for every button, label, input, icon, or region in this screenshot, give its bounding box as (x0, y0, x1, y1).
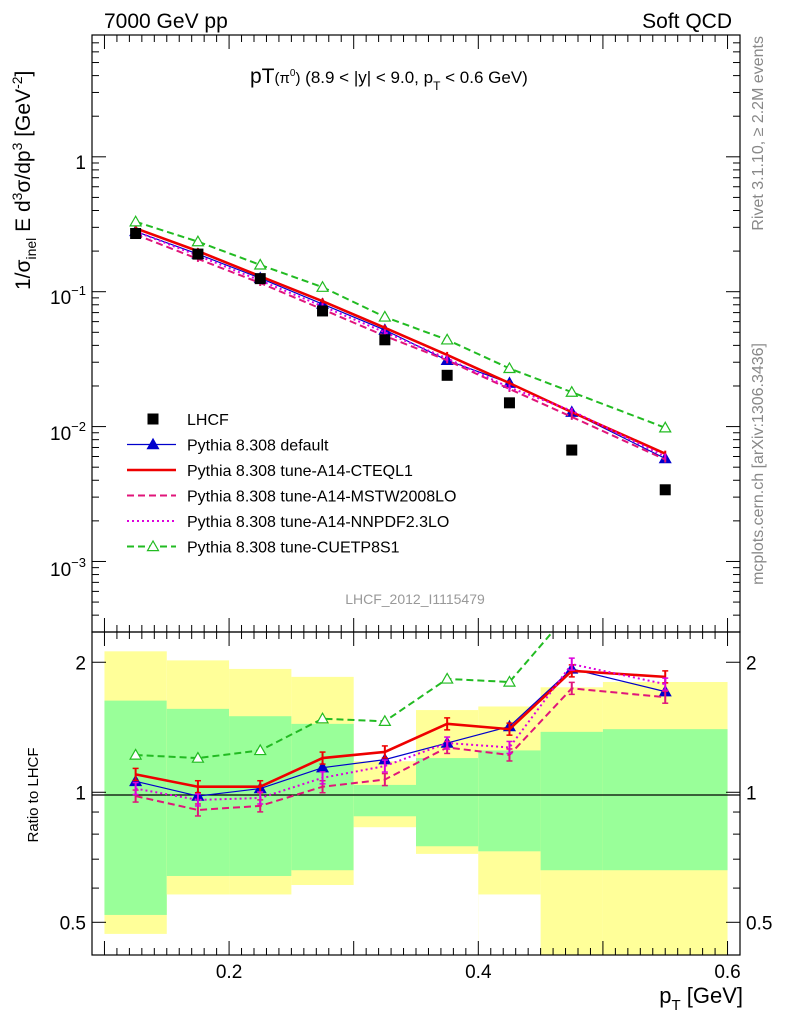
main-data-point (378, 310, 392, 322)
ratio-y-axis-label: Ratio to LHCF (25, 747, 42, 842)
ratio-green-band (353, 784, 416, 817)
main-panel-background (92, 35, 740, 632)
main-data-point (502, 361, 516, 374)
x-tick-label: 0.4 (465, 962, 492, 983)
ratio-data-point (378, 714, 392, 727)
ratio-data-point (316, 712, 330, 724)
ratio-panel: 0.5 0.5 1 1 2 2 0.2 0.4 0.6 Ratio to LHCF pT [Ge… (25, 631, 772, 1014)
legend-marker (146, 437, 160, 450)
ratio-panel-frame (91, 631, 741, 956)
ratio-data-point (253, 743, 267, 756)
main-series-group (129, 215, 672, 496)
ratio-green-band (291, 723, 354, 871)
legend-marker (146, 539, 160, 552)
x-axis-label: pT [GeV] (659, 983, 743, 1014)
ratio-y-tick-label: 2 (75, 653, 86, 674)
main-data-point (565, 385, 579, 397)
ratio-y-tick-label: 0.5 (746, 913, 772, 934)
ratio-uncertainty-bands (104, 651, 728, 955)
ratio-y-tick-label: 1 (746, 783, 757, 804)
y-tick-label: 10−2 (50, 419, 86, 445)
legend-marker (147, 413, 159, 425)
lhcf-data-point (503, 397, 515, 409)
legend-label: Pythia 8.308 default (187, 438, 329, 455)
lhcf-data-point (379, 334, 391, 346)
main-data-point (440, 333, 454, 345)
ratio-y-tick-label: 0.5 (60, 913, 86, 934)
main-axis-ticks (92, 34, 740, 633)
y-tick-label: 1 (75, 153, 86, 174)
y-tick-label: 10−1 (50, 283, 86, 309)
ratio-data-point (129, 748, 143, 760)
ratio-white-band (416, 853, 479, 955)
ratio-green-band (104, 700, 167, 915)
rivet-label: Rivet 3.1.10, ≥ 2.2M events (750, 36, 767, 231)
ratio-series-group (129, 632, 672, 817)
lhcf-data-point (192, 248, 204, 260)
main-data-point (253, 258, 267, 270)
main-data-point (658, 421, 672, 433)
x-tick-label: 0.6 (714, 962, 740, 983)
lhcf-data-point (317, 305, 329, 317)
ratio-data-point (440, 672, 454, 684)
header-energy: 7000 GeV pp (104, 10, 228, 33)
x-tick-label: 0.2 (216, 962, 242, 983)
legend: LHCF Pythia 8.308 default Pythia 8.308 tun… (127, 412, 456, 557)
lhcf-data-point (254, 273, 266, 285)
ratio-series-clip (129, 632, 672, 817)
ratio-y-tick-label: 1 (75, 783, 86, 804)
main-data-point (316, 280, 330, 292)
legend-label: Pythia 8.308 tune-A14-MSTW2008LO (187, 489, 456, 506)
legend-label: Pythia 8.308 tune-CUETP8S1 (187, 540, 400, 557)
source-label: mcplots.cern.ch [arXiv:1306.3436] (750, 343, 767, 585)
legend-label: Pythia 8.308 tune-A14-NNPDF2.3LO (187, 514, 449, 531)
main-title: pT(π0) (8.9 < |y| < 9.0, pT < 0.6 GeV) (250, 65, 528, 93)
main-data-point (191, 234, 205, 247)
main-panel: pT(π0) (8.9 < |y| < 9.0, pT < 0.6 GeV) 1… (9, 34, 741, 633)
main-data-point (129, 215, 143, 227)
ratio-data-point (191, 751, 205, 763)
legend-label: Pythia 8.308 tune-A14-CTEQL1 (187, 463, 413, 480)
ratio-white-band (353, 827, 416, 955)
main-y-axis-label: 1/σinel E d3σ/dp3 [GeV-2] (9, 71, 39, 290)
lhcf-data-point (659, 484, 671, 496)
ratio-white-band (478, 894, 541, 955)
lhcf-data-point (441, 369, 453, 381)
y-tick-label: 10−3 (50, 555, 86, 581)
analysis-watermark: LHCF_2012_I1115479 (345, 591, 485, 607)
header-process: Soft QCD (642, 10, 732, 33)
ratio-green-band (478, 750, 541, 852)
ratio-data-point (502, 675, 516, 687)
legend-label: LHCF (187, 412, 229, 429)
ratio-green-band (540, 731, 603, 871)
ratio-axis-ticks: 0.5 0.5 1 1 2 2 0.2 0.4 0.6 (60, 632, 772, 983)
ratio-green-band (416, 758, 479, 847)
lhcf-data-point (566, 444, 578, 456)
ratio-green-band (602, 729, 728, 871)
ratio-y-tick-label: 2 (746, 653, 757, 674)
lhcf-data-point (130, 228, 142, 240)
